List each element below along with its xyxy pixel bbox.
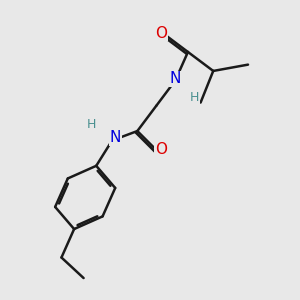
Text: H: H — [190, 91, 199, 104]
Text: N: N — [169, 71, 181, 86]
Text: O: O — [155, 26, 167, 40]
Text: N: N — [110, 130, 121, 145]
Text: H: H — [87, 118, 96, 131]
Text: O: O — [155, 142, 167, 158]
